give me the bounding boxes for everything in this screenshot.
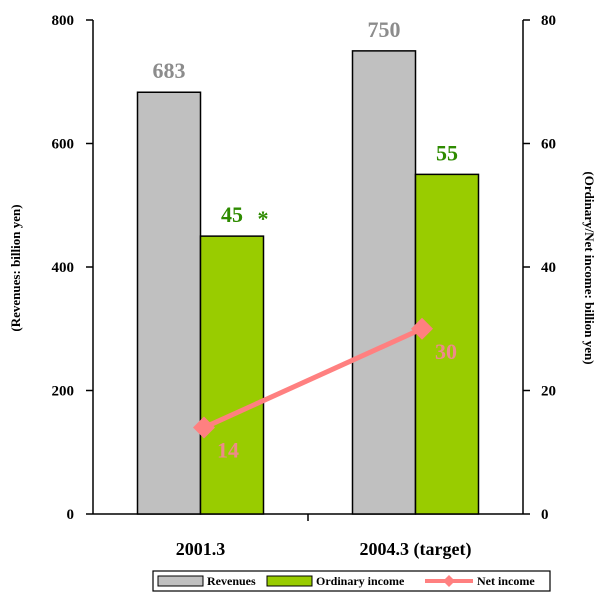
net-income-marker	[411, 317, 433, 340]
legend-swatch	[266, 575, 313, 587]
right-axis: 0 20 40 60 80	[522, 13, 556, 523]
y2-tick-label: 20	[541, 384, 556, 400]
bar-revenues	[136, 91, 202, 515]
y2-tick-label: 60	[541, 137, 556, 153]
legend-label: Revenues	[207, 574, 256, 588]
y2-tick-label: 40	[541, 260, 556, 276]
legend-label: Net income	[477, 574, 535, 588]
annotation-asterisk: *	[258, 206, 269, 231]
bar-ordinary-income	[414, 173, 480, 515]
legend-marker	[443, 575, 455, 587]
net-income-marker	[193, 416, 215, 439]
category-axis: 2001.3 2004.3 (target)	[176, 514, 472, 560]
net-income-line	[202, 326, 424, 430]
data-label: 45	[221, 202, 243, 227]
y-tick-label: 600	[52, 137, 75, 153]
x-tick-label: 2001.3	[176, 539, 226, 559]
y-axis-title: (Revenues: billion yen)	[8, 204, 23, 331]
bar-series	[136, 50, 480, 515]
y2-tick-label: 80	[541, 13, 556, 29]
y-tick-label: 0	[67, 507, 75, 523]
bar-ordinary-income	[199, 235, 265, 515]
y-tick-label: 800	[52, 13, 75, 29]
line-series	[193, 317, 433, 439]
data-label: 750	[368, 17, 401, 42]
data-label: 14	[217, 438, 239, 463]
data-label: 683	[153, 58, 186, 83]
y2-tick-label: 0	[541, 507, 549, 523]
legend-swatch	[157, 575, 204, 587]
x-tick-label: 2004.3 (target)	[360, 539, 472, 560]
legend-box	[152, 570, 551, 592]
y2-axis-title: (Ordinary/Net income: billion yen)	[582, 171, 597, 364]
legend: Revenues Ordinary income Net income	[152, 570, 551, 592]
y-tick-label: 200	[52, 384, 75, 400]
legend-label: Ordinary income	[316, 574, 405, 588]
data-label: 30	[435, 339, 457, 364]
data-label: 55	[436, 140, 458, 165]
data-labels: 683 750 45 * 55 14 30	[153, 17, 459, 463]
y-tick-label: 400	[52, 260, 75, 276]
bar-revenues	[351, 50, 417, 515]
